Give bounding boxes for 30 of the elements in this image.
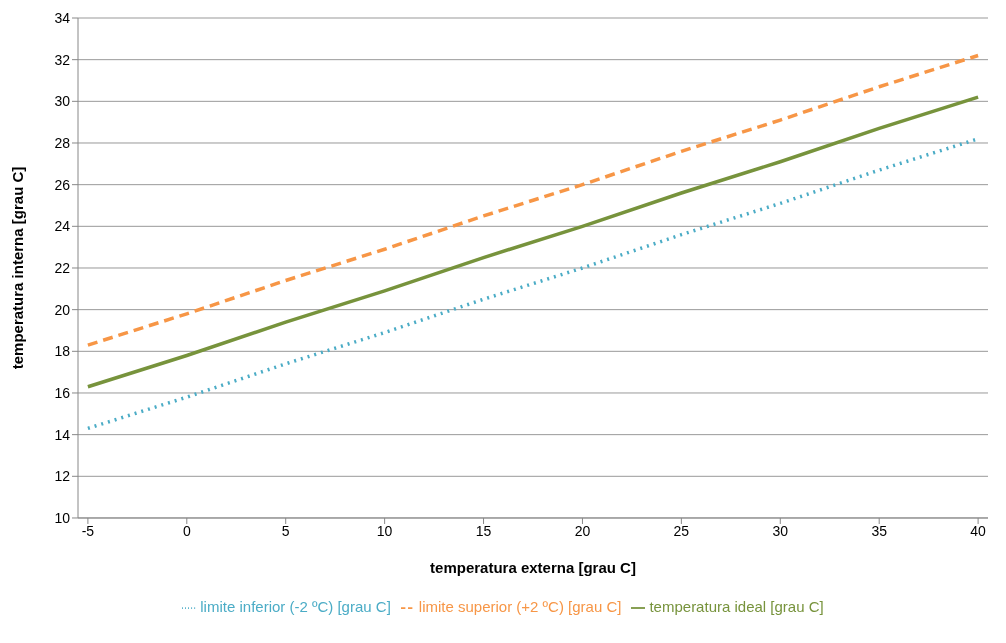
x-tick-label: 40 [970,522,987,539]
legend-label: temperatura ideal [grau C] [649,597,824,615]
legend-label: limite superior (+2 ºC) [grau C] [418,597,622,615]
line-series [86,53,980,347]
x-tick-label: 20 [574,522,591,539]
x-tick-label: 15 [475,522,492,539]
y-tick-label: 14 [54,426,71,443]
y-tick-label: 34 [54,9,71,26]
x-tick-label: 10 [376,522,393,539]
y-tick-label: 10 [54,509,71,526]
y-tick-label: 24 [54,218,71,235]
y-tick-label: 18 [54,343,71,360]
y-tick-label: 12 [54,468,71,485]
x-tick-label: 30 [772,522,789,539]
x-tick-label: -5 [81,522,95,539]
x-axis-title: temperatura externa [grau C] [430,558,636,576]
y-axis-title: temperatura interna [grau C] [9,166,27,370]
y-tick-label: 16 [54,384,71,401]
legend-label: limite inferior (-2 ºC) [grau C] [200,597,391,615]
line-series [86,95,980,389]
y-tick-label: 28 [54,134,71,151]
y-tick-label: 22 [54,259,71,276]
y-tick-label: 30 [54,93,71,110]
x-tick-label: 5 [281,522,290,539]
x-tick-label: 25 [673,522,690,539]
y-tick-label: 26 [54,176,71,193]
y-tick-label: 20 [54,301,71,318]
x-tick-label: 0 [182,522,191,539]
y-tick-label: 32 [54,51,71,68]
x-tick-label: 35 [871,522,888,539]
